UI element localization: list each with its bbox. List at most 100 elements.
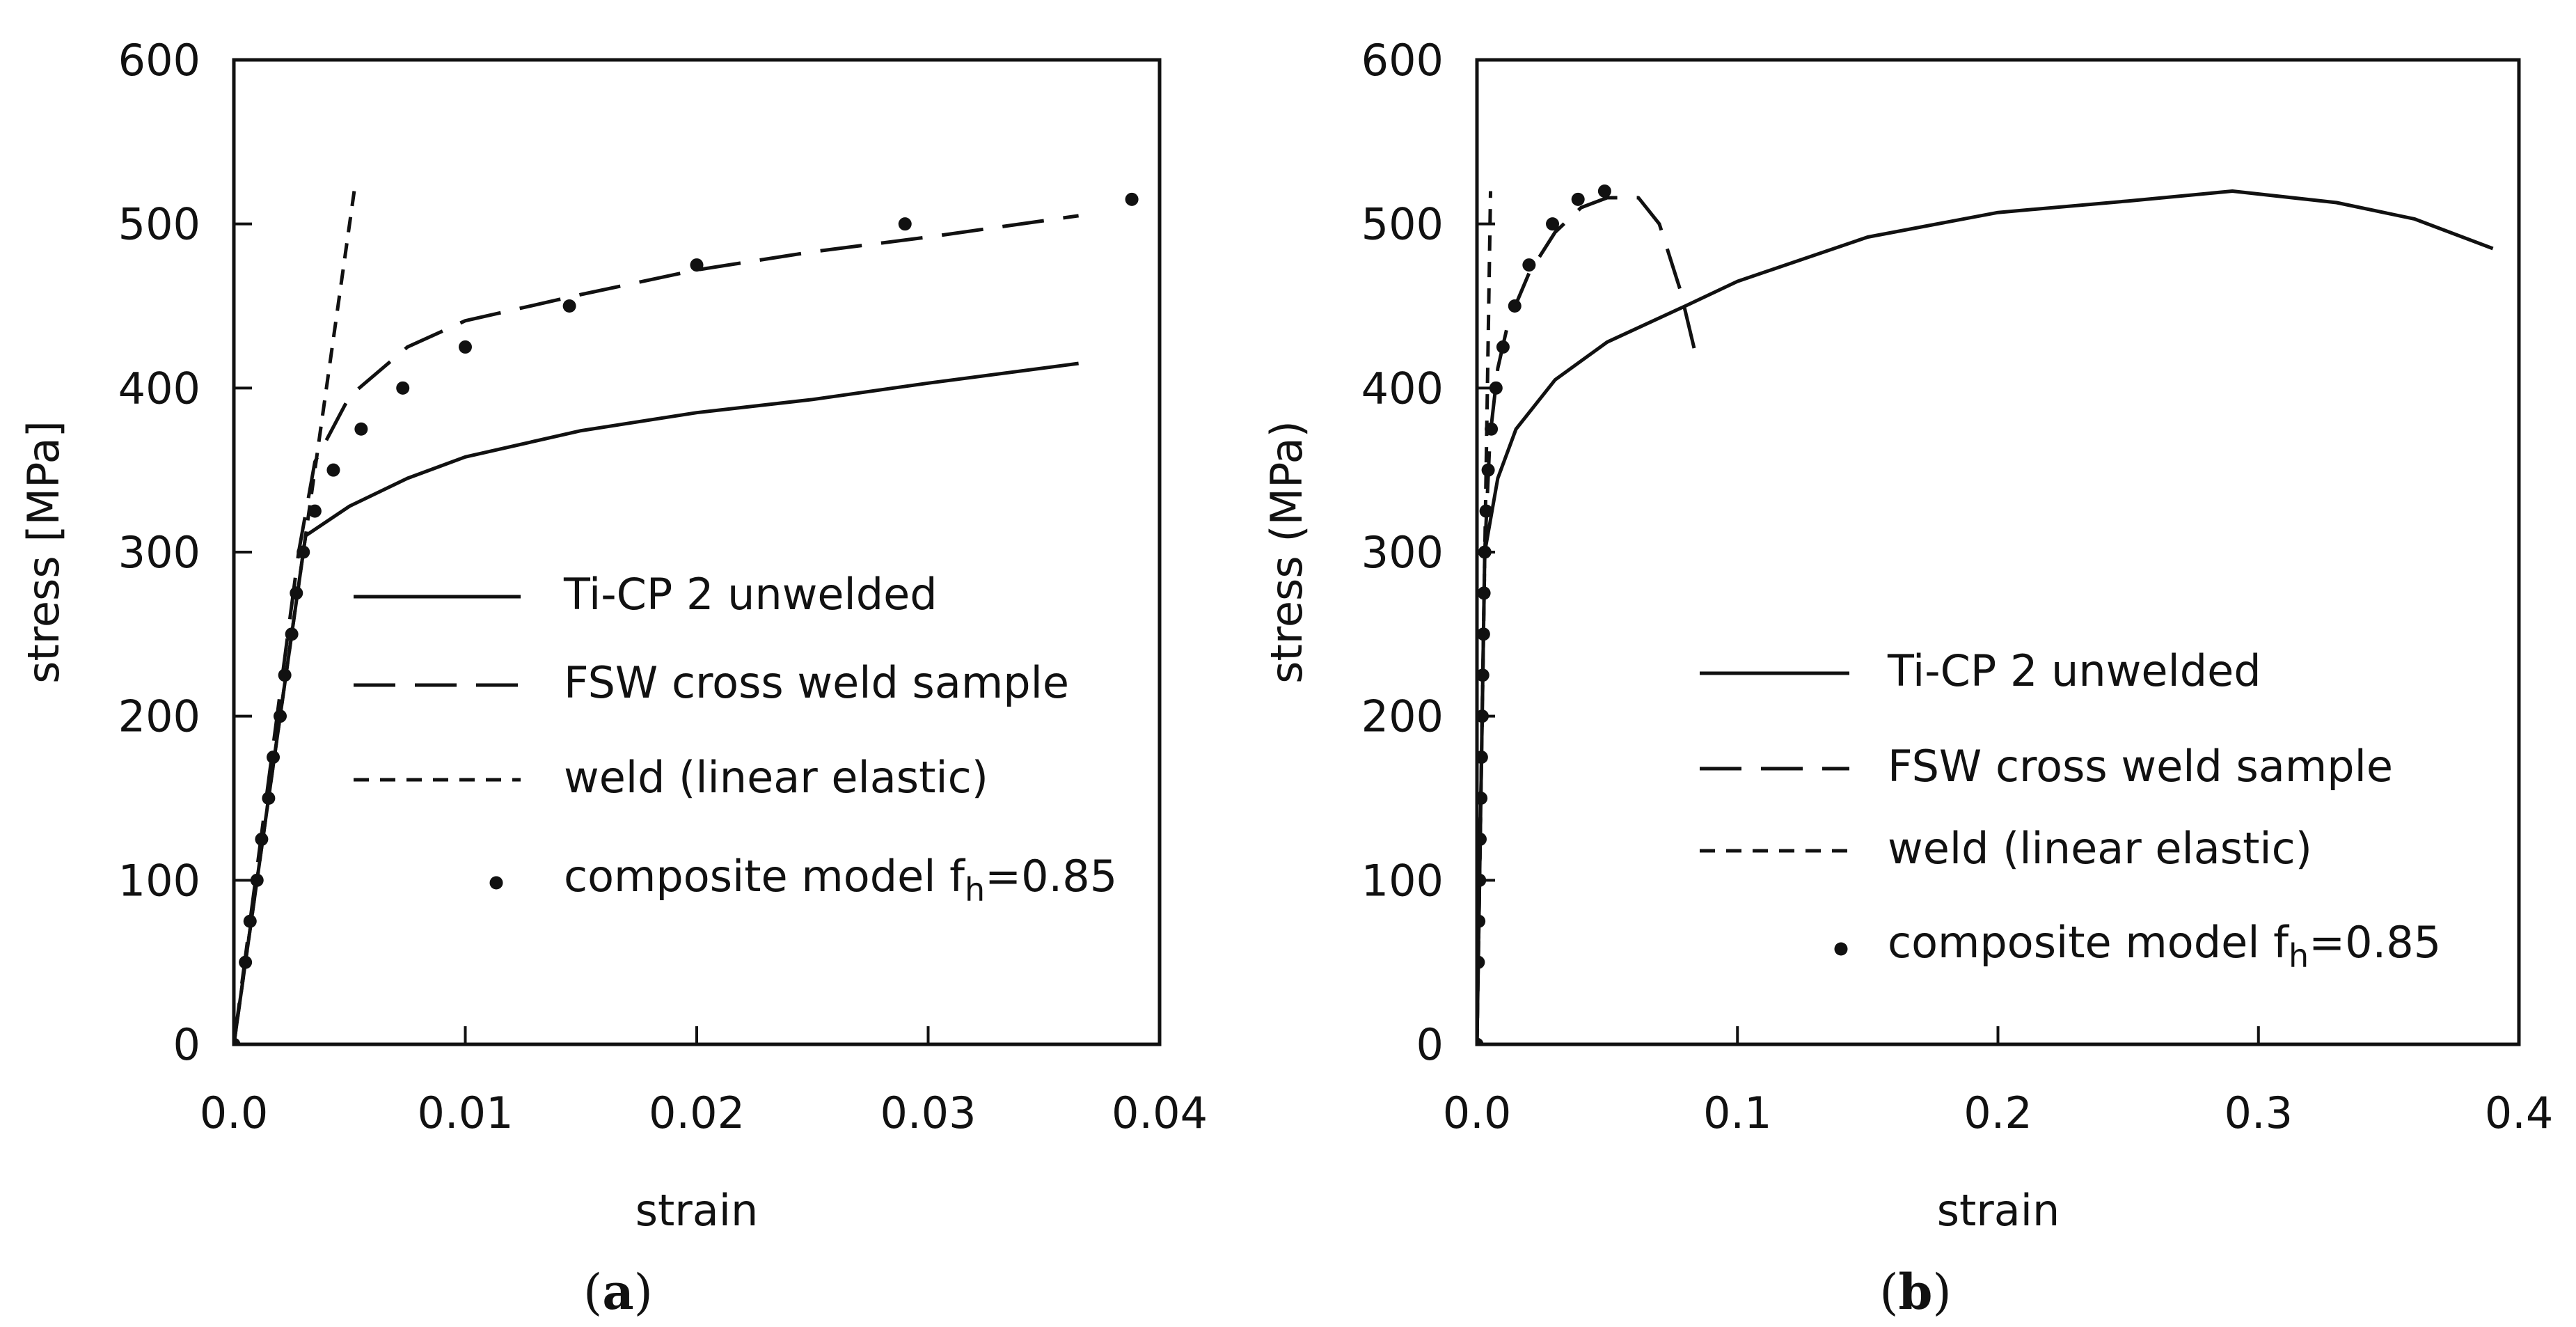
plot-area (234, 191, 1139, 1044)
data-point (1477, 792, 1488, 805)
x-tick-label: 0.1 (1703, 1087, 1772, 1138)
panel-label-letter: a (602, 1263, 633, 1321)
x-tick-label: 0.0 (200, 1087, 269, 1138)
data-point (1477, 914, 1486, 928)
y-tick-label: 600 (118, 35, 200, 86)
y-tick-label: 300 (118, 527, 200, 578)
x-tick-label: 0.2 (1963, 1087, 2032, 1138)
legend-label-subscript: h (965, 871, 985, 909)
y-tick-label: 0 (173, 1019, 200, 1070)
data-point (1477, 955, 1485, 969)
data-point (1477, 751, 1488, 764)
data-point (297, 545, 310, 559)
data-point (690, 258, 704, 272)
data-point (396, 381, 410, 395)
panel-label-letter: b (1899, 1263, 1933, 1321)
data-point (1477, 1037, 1484, 1044)
y-tick-label: 500 (1361, 199, 1444, 250)
data-point (250, 873, 264, 887)
series-ti-cp-2-unwelded-line (234, 361, 1079, 1044)
legend-label-text: weld (linear elastic) (1888, 823, 2312, 874)
data-point (1479, 504, 1493, 518)
data-point (255, 832, 269, 846)
legend-label: weld (linear elastic) (564, 752, 988, 803)
legend-label: composite model fh=0.85 (564, 851, 1117, 909)
legend-marker (489, 876, 503, 890)
data-point (1481, 463, 1495, 477)
panel-label-open: ( (583, 1264, 602, 1321)
data-point (459, 340, 472, 354)
legend-label: FSW cross weld sample (564, 657, 1069, 708)
chart-panel-b: 0 100 200 300 400 500 600 0.0 0.1 0.2 0.3 0.4 strain… (1261, 35, 2553, 1321)
data-point (1496, 340, 1510, 354)
y-tick-label: 300 (1361, 527, 1444, 578)
legend-item: weld (linear elastic) (1700, 823, 2312, 874)
data-point (1477, 873, 1487, 887)
data-point (1125, 192, 1139, 206)
legend-item: FSW cross weld sample (354, 657, 1069, 708)
legend-label: weld (linear elastic) (1888, 823, 2312, 874)
y-tick-label: 600 (1361, 35, 1444, 86)
series-fsw-cross-weld-sample-line (1477, 196, 1698, 1044)
x-tick-label: 0.04 (1112, 1087, 1208, 1138)
legend: Ti-CP 2 unwelded FSW cross weld sample wel… (354, 569, 1117, 909)
data-point (1477, 709, 1489, 723)
y-axis-title: stress (MPa) (1261, 421, 1312, 684)
legend: Ti-CP 2 unwelded FSW cross weld sample wel… (1700, 645, 2441, 975)
data-point (239, 955, 253, 969)
x-tick-label: 0.0 (1443, 1087, 1512, 1138)
legend-item: composite model fh=0.85 (1834, 917, 2441, 975)
legend-label-text: composite model f (1888, 917, 2290, 968)
panel-label-close: ) (634, 1264, 653, 1321)
x-axis-title: strain (635, 1185, 759, 1236)
y-axis-title: stress [MPa] (18, 421, 69, 684)
legend-item: weld (linear elastic) (354, 752, 988, 803)
panel-label: (b) (1879, 1263, 1952, 1321)
panel-label-open: ( (1879, 1264, 1898, 1321)
legend-item: FSW cross weld sample (1700, 741, 2393, 792)
data-point (1597, 184, 1611, 198)
series-ti-cp-2-unwelded-line (1477, 189, 2494, 1044)
y-tick-label: 500 (118, 199, 200, 250)
x-tick-label: 0.4 (2485, 1087, 2554, 1138)
data-point (267, 751, 280, 764)
data-point (290, 586, 303, 600)
data-point (1478, 545, 1492, 559)
legend-label: composite model fh=0.85 (1888, 917, 2441, 975)
data-point (308, 504, 322, 518)
plot-area (1477, 184, 2494, 1044)
legend-item: Ti-CP 2 unwelded (354, 569, 938, 620)
legend-label-text: FSW cross weld sample (1888, 741, 2393, 792)
data-point (1477, 832, 1487, 846)
y-tick-label: 200 (118, 691, 200, 742)
legend-label-text: FSW cross weld sample (564, 657, 1069, 708)
data-point (898, 217, 912, 231)
data-point (1477, 586, 1491, 600)
y-tick-label: 100 (1361, 855, 1444, 906)
series-fsw-cross-weld-sample-line (234, 214, 1079, 1044)
series-weld-linear-elastic-line (1477, 191, 1492, 1044)
data-point (326, 463, 340, 477)
panel-label: (a) (583, 1263, 653, 1321)
legend-label: Ti-CP 2 unwelded (1887, 645, 2261, 696)
legend-item: composite model fh=0.85 (489, 851, 1117, 909)
legend-label-suffix: =0.85 (2309, 917, 2441, 968)
chart-panel-a: 0 100 200 300 400 500 600 0.0 0.01 0.02 0.03 0.04 st… (18, 35, 1208, 1321)
x-tick-label: 0.01 (417, 1087, 513, 1138)
x-tick-label: 0.03 (880, 1087, 976, 1138)
legend-label-subscript: h (2289, 937, 2309, 975)
data-point (1477, 668, 1490, 682)
data-point (234, 1037, 241, 1044)
data-point (285, 627, 299, 641)
data-point (354, 422, 368, 436)
x-tick-label: 0.02 (649, 1087, 745, 1138)
data-point (1522, 258, 1536, 272)
data-point (243, 914, 257, 928)
data-point (1489, 381, 1503, 395)
legend-label-text: Ti-CP 2 unwelded (563, 569, 938, 620)
data-point (562, 299, 576, 313)
y-tick-label: 0 (1416, 1019, 1444, 1070)
series-weld-linear-elastic-line (234, 191, 356, 1044)
y-tick-label: 400 (118, 363, 200, 414)
